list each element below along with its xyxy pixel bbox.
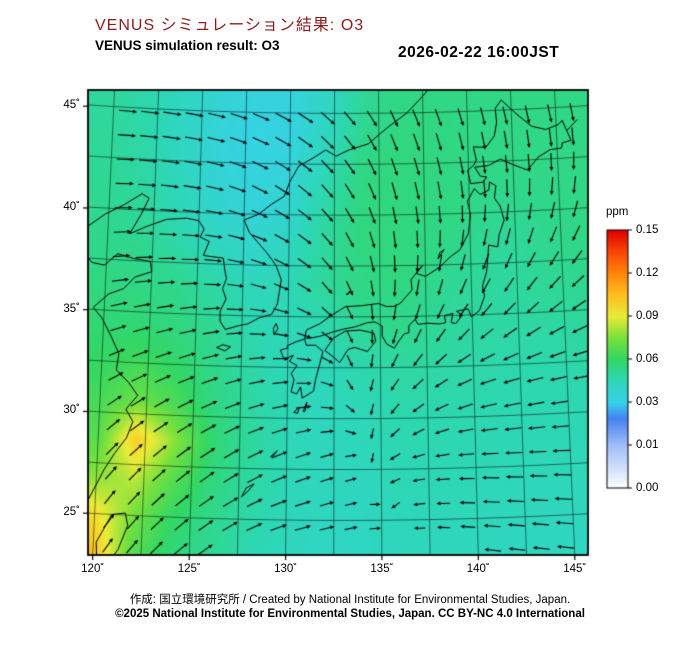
y-tick-label: 35˚	[63, 302, 80, 315]
footer-credit: 作成: 国立環境研究所 / Created by National Instit…	[129, 594, 571, 606]
colorbar-tick-label: 0.03	[636, 396, 659, 408]
page-title-en: VENUS simulation result: O3	[95, 38, 280, 53]
colorbar-tick-label: 0.01	[636, 439, 659, 451]
x-tick-label: 130˚	[274, 563, 298, 575]
x-tick-label: 120˚	[81, 563, 105, 575]
x-tick-label: 125˚	[177, 563, 201, 575]
y-tick-label: 45˚	[63, 99, 80, 112]
page-title-jp: VENUS シミュレーション結果: O3	[95, 17, 365, 34]
colorbar-tick-label: 0.09	[636, 310, 659, 322]
colorbar-unit-label: ppm	[606, 206, 629, 218]
colorbar-tick-label: 0.00	[636, 482, 659, 494]
colorbar-tick-label: 0.15	[636, 224, 659, 236]
y-tick-label: 40˚	[63, 200, 80, 213]
x-tick-label: 135˚	[370, 563, 394, 575]
y-tick-label: 25˚	[63, 506, 80, 519]
x-tick-label: 140˚	[466, 563, 490, 575]
colorbar-tick-label: 0.12	[636, 267, 659, 279]
x-tick-label: 145˚	[563, 563, 587, 575]
timestamp: 2026-02-22 16:00JST	[398, 44, 560, 61]
y-tick-label: 30˚	[63, 404, 80, 417]
footer-copyright: ©2025 National Institute for Environment…	[115, 608, 585, 620]
colorbar-tick-label: 0.06	[636, 353, 659, 365]
